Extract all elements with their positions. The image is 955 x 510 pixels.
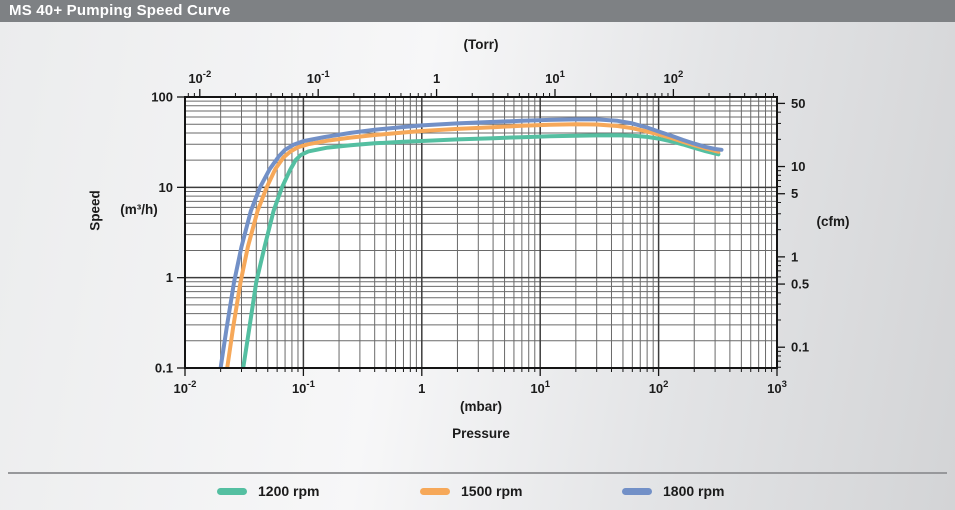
svg-text:0.1: 0.1 [155,361,173,376]
svg-text:10: 10 [159,180,173,195]
legend-item-1800rpm: 1800 rpm [622,483,724,499]
curves [218,117,724,369]
svg-text:1: 1 [433,71,440,86]
axis-ticks [177,89,785,376]
right-axis-unit: (cfm) [816,214,850,229]
svg-text:5: 5 [791,186,798,201]
svg-text:102: 102 [664,69,684,86]
svg-text:1: 1 [791,249,798,264]
svg-text:10-1: 10-1 [307,69,331,86]
bottom-axis-title: Pressure [452,426,510,441]
svg-text:103: 103 [767,379,787,396]
top-axis-unit: (Torr) [463,37,499,52]
svg-text:102: 102 [649,379,669,396]
svg-text:0.5: 0.5 [791,277,809,292]
legend-label-1800rpm: 1800 rpm [663,483,725,499]
svg-text:0.1: 0.1 [791,340,809,355]
svg-text:1: 1 [166,270,173,285]
svg-text:101: 101 [545,69,565,86]
legend-swatch-1800rpm [622,487,652,495]
legend-swatch-1500rpm [420,487,450,495]
curve-1200-rpm [241,133,721,369]
svg-text:1: 1 [418,381,425,396]
curve-1500-rpm [225,122,721,369]
svg-text:101: 101 [530,379,550,396]
legend-label-1200rpm: 1200 rpm [258,483,320,499]
legend-label-1500rpm: 1500 rpm [461,483,523,499]
curve-1800-rpm [218,117,724,369]
legend-swatch-1200rpm [217,487,247,495]
legend-item-1500rpm: 1500 rpm [420,483,522,499]
grid-minor [185,97,777,368]
left-axis-title: Speed [87,190,103,231]
legend-item-1200rpm: 1200 rpm [217,483,319,499]
svg-text:50: 50 [791,96,805,111]
plot-frame [184,96,778,369]
page-title: MS 40+ Pumping Speed Curve [9,2,231,19]
svg-text:10-2: 10-2 [188,69,211,86]
left-axis-unit: (m³/h) [120,202,158,217]
svg-text:10: 10 [791,159,805,174]
svg-text:10-2: 10-2 [174,379,197,396]
svg-text:10-1: 10-1 [292,379,316,396]
bottom-axis-unit: (mbar) [459,399,502,414]
svg-text:100: 100 [151,90,173,105]
title-bar: MS 40+ Pumping Speed Curve [0,0,955,22]
legend-divider [8,472,947,474]
